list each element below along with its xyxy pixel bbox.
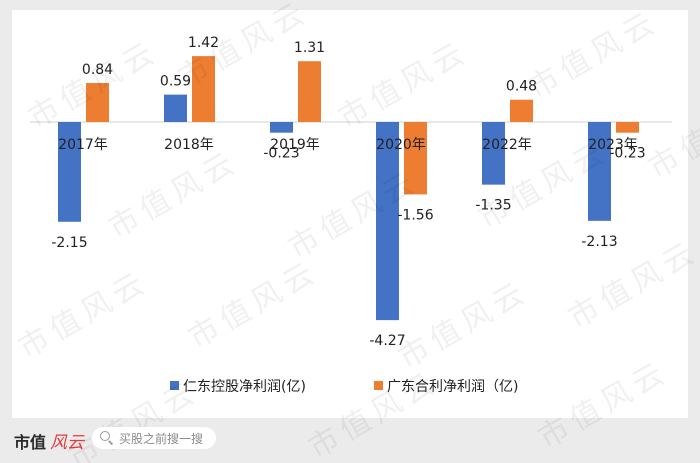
bar-s1-2 [298,61,321,122]
bar-s1-4 [510,99,533,122]
search-icon [99,430,115,446]
data-label-s1-2: 1.31 [294,40,325,56]
bar-s1-0 [86,83,109,122]
data-label-s1-4: 0.48 [506,79,537,95]
data-label-s1-0: 0.84 [82,62,113,78]
category-label-1: 2018年 [164,137,214,153]
data-label-s1-3: -1.56 [397,207,433,223]
bar-s0-4 [482,122,505,185]
legend-label-0: 仁东控股净利润(亿) [183,379,306,395]
category-label-4: 2022年 [482,137,532,153]
bar-s0-0 [58,122,81,222]
search-box[interactable]: 买股之前搜一搜 [92,427,216,449]
bar-s0-5 [588,122,611,221]
data-label-s1-1: 1.42 [188,35,219,51]
data-label-s1-5: -0.23 [609,146,645,162]
category-label-5: 2023年 [588,137,638,153]
chart-card [12,10,688,418]
legend-swatch-0 [170,381,179,390]
bar-s0-3 [376,122,399,321]
search-placeholder: 买股之前搜一搜 [119,431,204,446]
data-label-s0-1: 0.59 [160,74,191,90]
footer-bar: 市值 风云 买股之前搜一搜 [0,418,700,463]
bar-s1-1 [192,56,215,122]
data-label-s0-4: -1.35 [475,198,511,214]
bar-s0-1 [164,94,187,122]
category-label-2: 2019年 [270,137,320,153]
category-label-3: 2020年 [376,137,426,153]
legend-swatch-1 [374,381,383,390]
data-label-s0-2: -0.23 [263,146,299,162]
brand-logo-script: 风云 [50,433,84,453]
bar-s0-2 [270,122,293,133]
bar-s1-3 [404,122,427,195]
data-label-s0-5: -2.13 [581,234,617,250]
bar-s1-5 [616,122,639,133]
category-label-0: 2017年 [58,137,108,153]
brand-logo-text: 市值 [14,433,47,452]
data-label-s0-3: -4.27 [369,333,405,349]
legend-label-1: 广东合利净利润（亿) [387,379,518,395]
data-label-s0-0: -2.15 [51,235,87,251]
